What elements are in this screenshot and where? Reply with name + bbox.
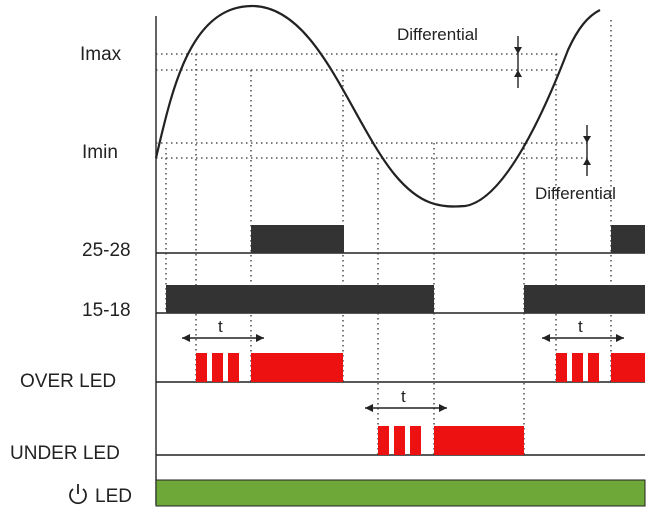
over-led-pulse <box>196 353 207 382</box>
delay-t-label: t <box>578 317 583 336</box>
under-led-solid <box>434 426 524 455</box>
relay-25-28-bar-2 <box>611 225 645 253</box>
over-led-solid <box>251 353 343 382</box>
imax-label: Imax <box>80 44 122 65</box>
relay-25-28-label: 25-28 <box>82 240 131 261</box>
under-led-pulse <box>410 426 421 455</box>
over-led-pulse <box>572 353 583 382</box>
over-led-pulse <box>212 353 223 382</box>
relay-25-28-bar-1 <box>251 225 344 253</box>
delay-arrow-2 <box>365 404 447 412</box>
under-led-label: UNDER LED <box>10 443 120 464</box>
differential-top-arrow <box>514 36 522 88</box>
over-led-pulse <box>588 353 599 382</box>
under-led-pulse <box>394 426 405 455</box>
under-led-pulse <box>378 426 389 455</box>
delay-t-label: t <box>401 387 406 406</box>
delay-t-label: t <box>218 317 223 336</box>
relay-15-18-label: 15-18 <box>82 300 131 321</box>
current-waveform <box>154 4 601 208</box>
relay-15-18-bar-2 <box>524 285 645 313</box>
differential-top-label: Differential <box>397 25 478 44</box>
differential-bottom-arrow <box>583 125 591 176</box>
over-led-pulse <box>228 353 239 382</box>
power-icon <box>69 484 87 505</box>
differential-bottom-label: Differential <box>535 184 616 203</box>
delay-arrow-3 <box>542 334 624 342</box>
power-led-label: LED <box>95 486 132 507</box>
delay-arrow-1 <box>182 334 264 342</box>
over-led-pulse <box>556 353 567 382</box>
over-led-solid <box>611 353 645 382</box>
imin-label: Imin <box>82 142 118 163</box>
relay-15-18-bar-1 <box>166 285 434 313</box>
power-led-bar <box>155 479 646 507</box>
over-led-label: OVER LED <box>20 371 116 392</box>
